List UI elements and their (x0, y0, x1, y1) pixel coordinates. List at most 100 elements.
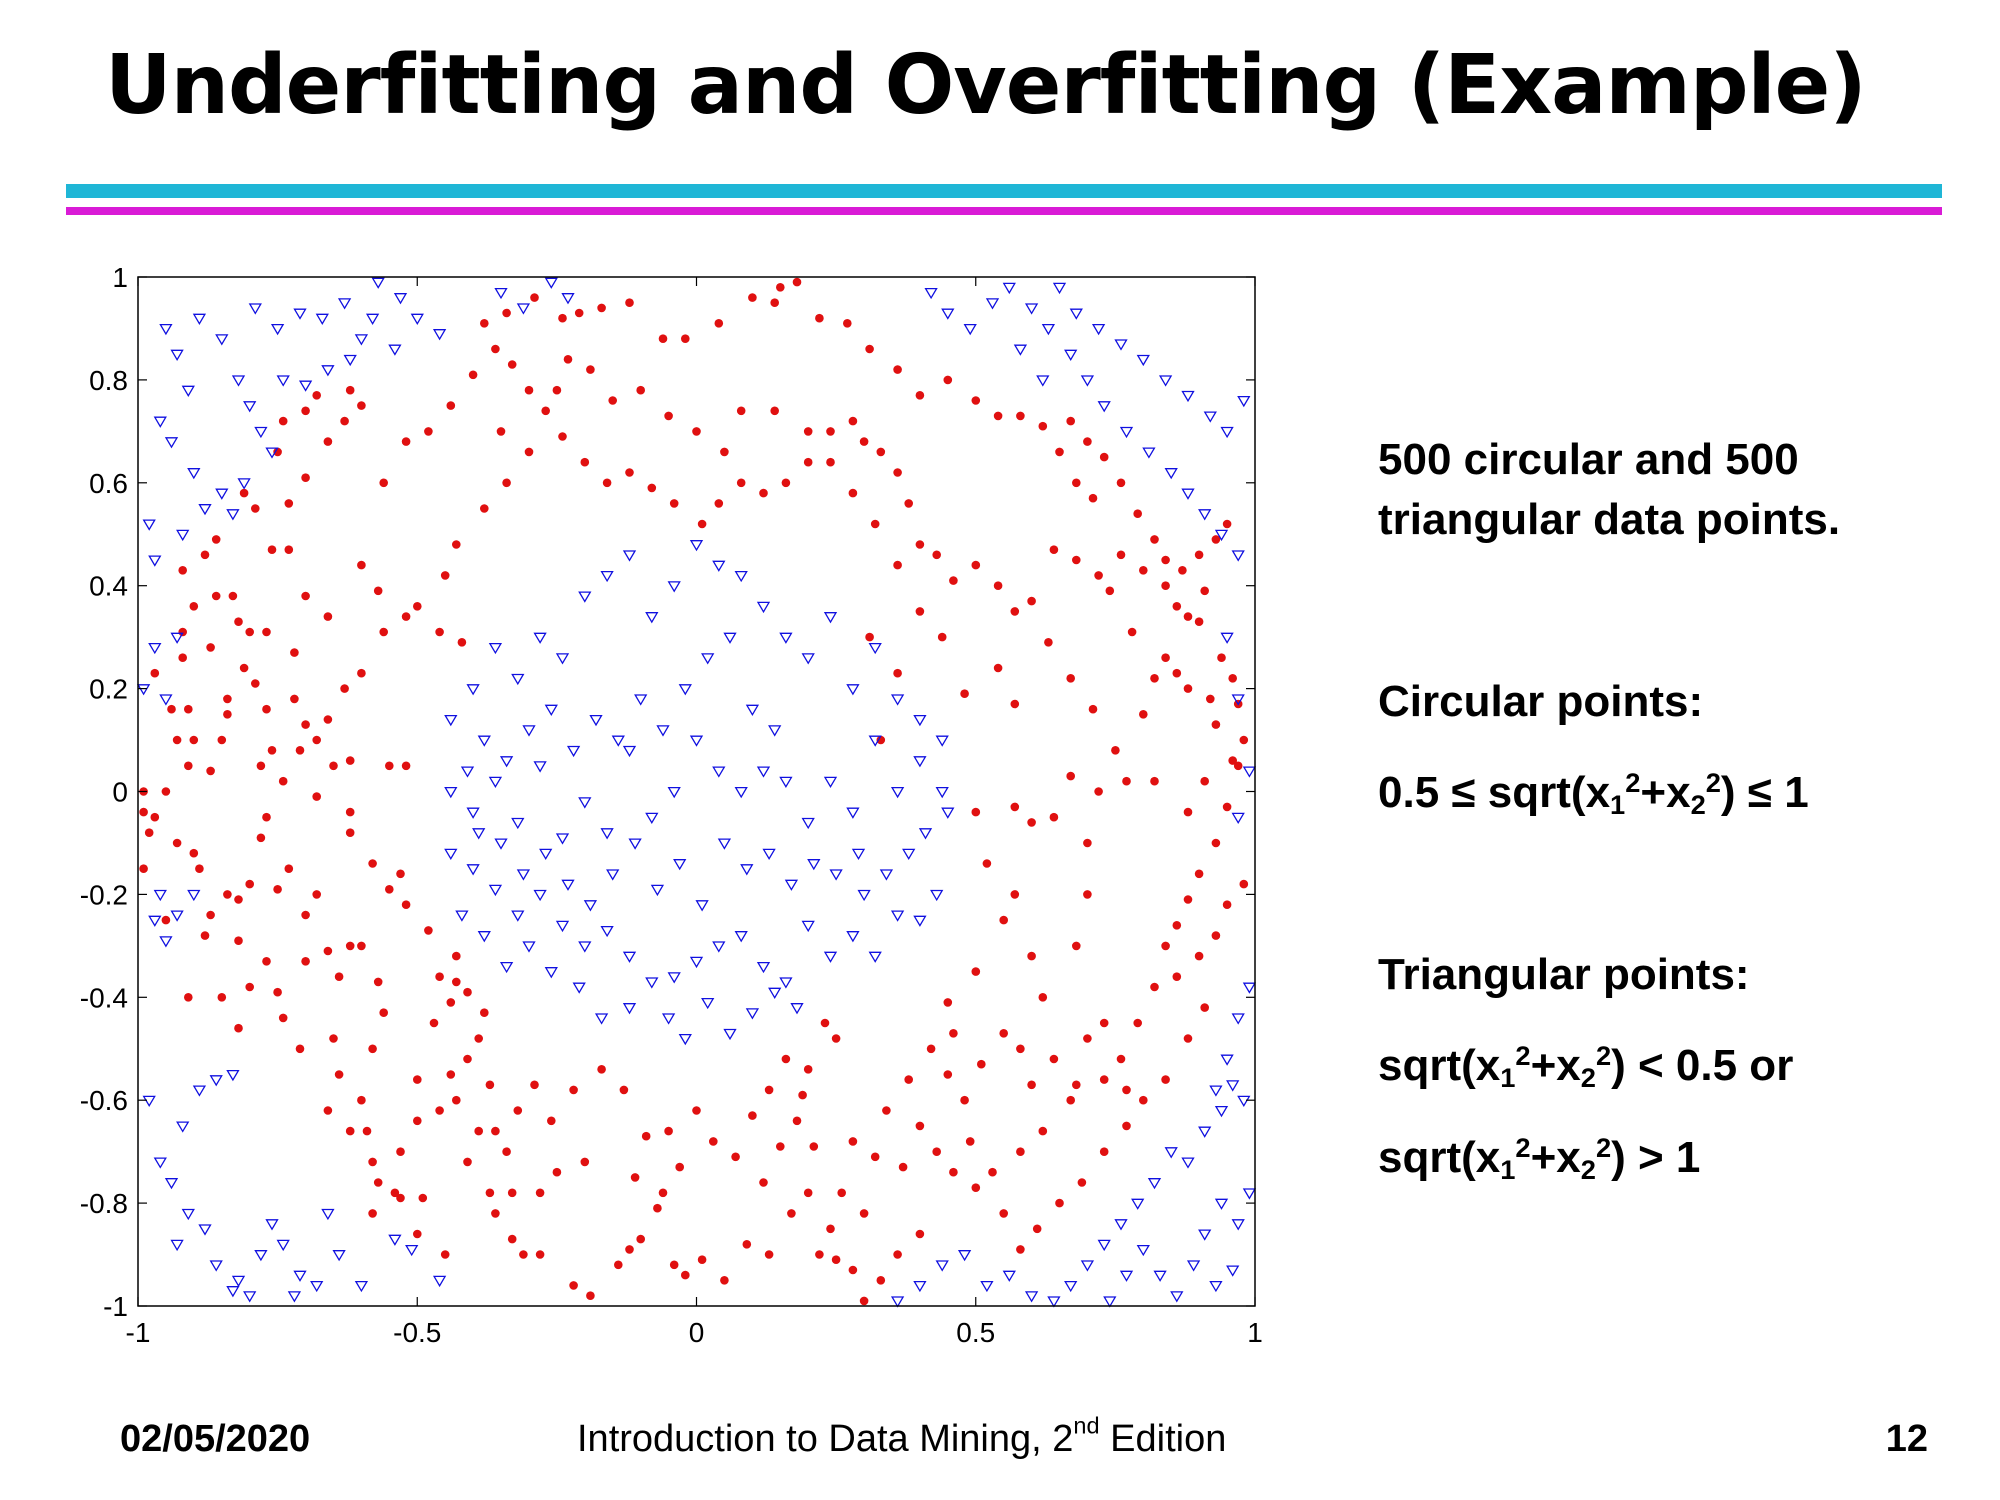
triangular-point (1237, 395, 1251, 408)
circular-point (865, 632, 874, 642)
triangular-point (187, 889, 201, 902)
triangular-point (148, 555, 162, 567)
circular-point (206, 766, 215, 776)
circular-point (301, 957, 310, 966)
circular-point (245, 879, 254, 889)
circular-point (1072, 941, 1081, 951)
circular-point (161, 915, 171, 925)
triangular-point (337, 298, 352, 310)
triangular-point (689, 956, 704, 969)
circular-point (413, 1229, 422, 1239)
triangular-point (310, 1280, 324, 1293)
triangular-point (371, 277, 385, 289)
circular-point (507, 1234, 517, 1244)
triangular-point (930, 889, 944, 902)
circular-point (1200, 586, 1209, 596)
circular-point (1016, 411, 1025, 421)
circular-point (161, 787, 171, 796)
circular-point (284, 864, 294, 873)
circular-point (223, 710, 232, 719)
circular-point (491, 1126, 500, 1136)
circular-point (228, 591, 238, 601)
circular-point (1228, 674, 1237, 683)
triangular-point (254, 426, 268, 439)
triangular-point (522, 725, 536, 737)
circular-point (223, 694, 232, 704)
circular-point (602, 478, 612, 488)
circular-point (1194, 550, 1204, 560)
circular-point (234, 1023, 243, 1033)
circular-point (401, 437, 411, 446)
circular-point (826, 457, 835, 467)
triangular-point (265, 447, 279, 459)
circular-point (144, 828, 154, 837)
circular-point (178, 566, 187, 575)
circular-point (552, 1167, 562, 1177)
triangular-point (499, 961, 514, 974)
circular-point (1094, 787, 1103, 796)
circular-point (669, 499, 679, 508)
triangular-point (209, 1075, 223, 1087)
triangular-point (159, 936, 173, 948)
circular-point (664, 411, 673, 421)
circular-point (301, 473, 310, 483)
triangular-point (1091, 323, 1106, 336)
triangular-point (1237, 1095, 1251, 1107)
circular-point (1172, 921, 1182, 930)
circular-point (915, 1229, 925, 1239)
triangular-point (790, 1003, 804, 1015)
triangular-point (494, 287, 508, 300)
triangular-point (555, 833, 570, 845)
circular-point (379, 478, 389, 488)
triangular-point (555, 920, 570, 933)
circular-point (993, 663, 1003, 673)
circular-point (870, 519, 880, 529)
circular-point (357, 401, 366, 410)
triangular-point (868, 642, 882, 655)
circular-point (234, 617, 243, 626)
circular-point (1172, 668, 1182, 678)
circular-point (1161, 555, 1170, 565)
triangular-point (237, 478, 251, 490)
circular-point (329, 1034, 338, 1043)
circular-point (262, 812, 271, 822)
circular-point (781, 478, 791, 488)
triangular-point (405, 1244, 419, 1257)
circular-point (558, 432, 567, 441)
circular-point (385, 761, 394, 771)
circular-point (211, 535, 221, 544)
circular-point (1010, 607, 1020, 616)
circular-point (1233, 761, 1243, 771)
circular-point (1161, 581, 1170, 590)
circular-point (893, 668, 902, 678)
circular-point (401, 761, 411, 771)
triangular-point (1142, 447, 1156, 459)
circular-point (982, 859, 992, 868)
triangular-point (890, 694, 905, 706)
triangular-point (477, 735, 491, 747)
circular-point (172, 838, 182, 848)
triangular-point (678, 684, 692, 696)
triangular-point (678, 1033, 692, 1046)
circular-point (1072, 555, 1081, 565)
circular-point (876, 447, 886, 457)
y-tick-label: 0.4 (89, 571, 128, 602)
triangular-point (963, 323, 977, 336)
triangular-point (388, 344, 402, 356)
circular-point (915, 607, 925, 616)
y-tick-label: 0.6 (89, 468, 128, 499)
circular-point (1099, 1075, 1109, 1084)
triangular-point (650, 884, 665, 897)
triangular-point (432, 329, 447, 341)
triangular-point (472, 828, 486, 840)
circular-point (965, 1137, 975, 1146)
circular-point (859, 1209, 869, 1218)
description-line-1: 500 circular and 500 (1378, 435, 1799, 484)
circular-point (681, 1270, 690, 1280)
circular-point (681, 334, 690, 344)
triangular-point (1214, 529, 1229, 542)
circular-point (256, 833, 266, 843)
circular-point (742, 1240, 752, 1249)
triangular-point (1209, 1280, 1223, 1293)
circular-point (379, 1008, 389, 1017)
